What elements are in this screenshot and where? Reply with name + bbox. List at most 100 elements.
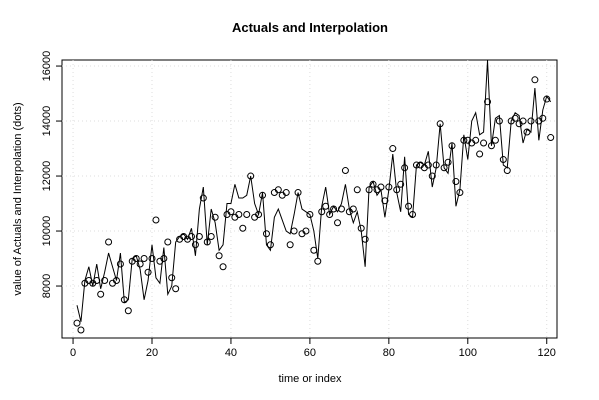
interpolation-dot [539, 114, 547, 122]
interpolation-dot [397, 180, 405, 188]
x-tick-label: 120 [538, 347, 556, 359]
y-tick-label: 12000 [41, 161, 53, 192]
interpolation-dot [132, 255, 140, 263]
interpolation-dot [148, 255, 156, 263]
interpolation-dot [259, 191, 267, 199]
interpolation-dot [164, 238, 172, 246]
interpolation-dot [77, 326, 85, 334]
interpolation-dot [440, 164, 448, 172]
interpolation-dot [519, 117, 527, 125]
interpolation-dot [361, 235, 369, 243]
interpolation-dot [219, 263, 227, 271]
interpolation-dot [262, 230, 270, 238]
interpolation-dot [460, 136, 468, 144]
interpolation-dot [484, 98, 492, 106]
interpolation-dot [432, 161, 440, 169]
x-tick-label: 0 [70, 347, 76, 359]
interpolation-dot [195, 233, 203, 241]
interpolation-dot [428, 172, 436, 180]
interpolation-dot [393, 186, 401, 194]
interpolation-dot [274, 186, 282, 194]
interpolation-dot [227, 208, 235, 216]
interpolation-dot [389, 145, 397, 153]
y-tick-label: 8000 [41, 274, 53, 298]
interpolation-dot [203, 238, 211, 246]
interpolation-dot [452, 178, 460, 186]
interpolation-dot [101, 277, 109, 285]
interpolation-dot [152, 216, 160, 224]
interpolation-dot [191, 241, 199, 249]
y-tick-label: 16000 [41, 51, 53, 82]
actuals-line [76, 60, 552, 322]
chart-title: Actuals and Interpolation [232, 20, 388, 35]
interpolation-dot [120, 296, 128, 304]
interpolation-dot [286, 241, 294, 249]
interpolation-dot [476, 150, 484, 158]
interpolation-dot [381, 197, 389, 205]
interpolation-dot [116, 260, 124, 268]
interpolation-dot [523, 128, 531, 136]
interpolation-dot [160, 255, 168, 263]
interpolation-dot [306, 211, 314, 219]
x-tick-label: 100 [459, 347, 477, 359]
interpolation-dot [73, 319, 81, 327]
interpolation-dot [385, 183, 393, 191]
interpolation-dot [266, 241, 274, 249]
interpolation-dot [235, 211, 243, 219]
interpolation-dot [412, 161, 420, 169]
interpolation-dot [503, 167, 511, 175]
interpolation-dot [282, 189, 290, 197]
interpolation-dot [172, 285, 180, 293]
interpolation-dot [294, 189, 302, 197]
interpolation-dot [144, 268, 152, 276]
interpolation-dot [405, 202, 413, 210]
interpolation-dot [290, 227, 298, 235]
interpolation-dot [436, 120, 444, 128]
interpolation-dot [543, 95, 551, 103]
interpolation-dot [547, 134, 555, 142]
interpolation-dot [255, 211, 263, 219]
interpolation-dot [302, 227, 310, 235]
interpolation-dot [322, 202, 330, 210]
interpolation-dot [247, 172, 255, 180]
x-tick-label: 40 [225, 347, 237, 359]
interpolation-dot [93, 277, 101, 285]
interpolation-dot [310, 246, 318, 254]
interpolation-dot [341, 167, 349, 175]
interpolation-dot [448, 142, 456, 150]
interpolation-dot [444, 158, 452, 166]
interpolation-dot [424, 161, 432, 169]
interpolation-dot [136, 260, 144, 268]
interpolation-dot [97, 290, 105, 298]
interpolation-dot [480, 139, 488, 147]
interpolation-dot [456, 189, 464, 197]
interpolation-dot [330, 205, 338, 213]
interpolation-dot [187, 233, 195, 241]
interpolation-dot [211, 213, 219, 221]
interpolation-dot [365, 186, 373, 194]
interpolation-dot [199, 194, 207, 202]
x-tick-label: 60 [304, 347, 316, 359]
interpolation-dot [353, 186, 361, 194]
interpolation-dot [168, 274, 176, 282]
interpolation-dot [491, 136, 499, 144]
interpolation-dot [357, 224, 365, 232]
interpolation-dot [124, 307, 132, 315]
interpolation-dot [377, 183, 385, 191]
interpolation-dot [531, 76, 539, 84]
y-tick-label: 14000 [41, 106, 53, 137]
interpolation-dot [112, 277, 120, 285]
x-tick-label: 20 [146, 347, 158, 359]
interpolation-dot [487, 142, 495, 150]
interpolation-dot [409, 211, 417, 219]
interpolation-dot [495, 117, 503, 125]
interpolation-dot [314, 257, 322, 265]
y-axis-label: value of Actuals and Interpolation (dots… [12, 102, 24, 295]
interpolation-dot [337, 205, 345, 213]
interpolation-dot [499, 156, 507, 164]
interpolation-dot [511, 114, 519, 122]
interpolation-dot [401, 164, 409, 172]
interpolation-dot [369, 180, 377, 188]
interpolation-dot [215, 252, 223, 260]
